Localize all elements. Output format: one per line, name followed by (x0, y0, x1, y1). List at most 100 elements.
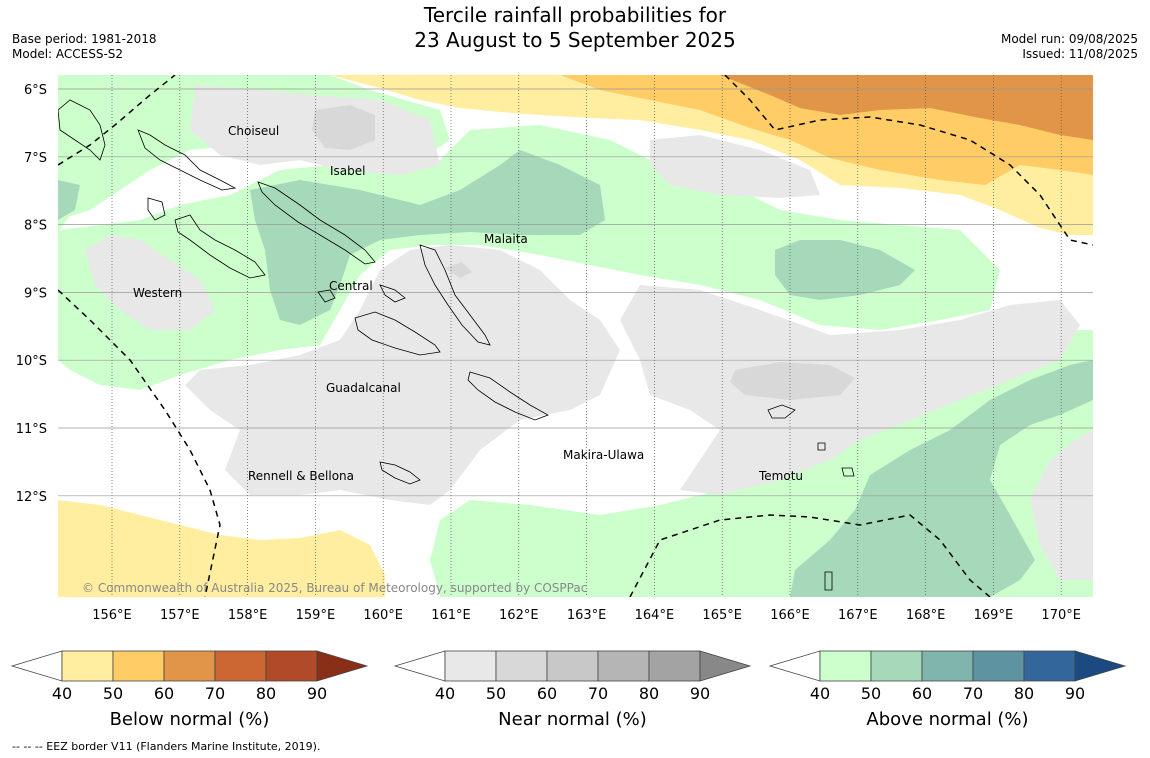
latitude-labels: 6°S 7°S 8°S 9°S 10°S 11°S 12°S (16, 83, 47, 505)
label-makira: Makira-Ulawa (563, 448, 644, 462)
legend-high-triangle (316, 650, 369, 682)
legends: 40 50 60 70 80 90 Below normal (%) 40 50 60 70 80 90… (10, 650, 1127, 730)
region-labels: Choiseul Isabel Malaita Western Central … (133, 124, 803, 483)
legend-tick: 40 (810, 684, 830, 703)
malaita-coast (419, 244, 491, 346)
legend-swatch (597, 650, 650, 682)
near-normal-50-north (312, 105, 375, 150)
legend-2: 40 50 60 70 80 90 Near normal (%) (393, 650, 752, 730)
lon-label: 169°E (974, 608, 1014, 623)
legend-swatch (1023, 650, 1076, 682)
legend-title: Above normal (%) (866, 709, 1028, 730)
lon-label: 158°E (228, 608, 268, 623)
legend-tick: 60 (912, 684, 932, 703)
legend-title: Near normal (%) (498, 709, 647, 730)
above-normal-50-nw (58, 180, 80, 220)
model-run-text: Model run: 09/08/2025 (1000, 32, 1138, 46)
legend-tick: 70 (588, 684, 608, 703)
legend-title: Below normal (%) (110, 709, 270, 730)
legend-tick: 90 (690, 684, 710, 703)
legend-tick: 40 (435, 684, 455, 703)
label-rennell: Rennell & Bellona (248, 469, 354, 483)
legend-swatch (648, 650, 701, 682)
below-normal-60-north (720, 75, 1093, 140)
lat-label: 9°S (24, 286, 47, 301)
rennell-coast (379, 461, 421, 485)
central-islands-coast (317, 284, 406, 303)
legend-3: 40 50 60 70 80 90 Above normal (%) (768, 650, 1127, 730)
lon-label: 160°E (363, 608, 403, 623)
near-normal-40-northeast (650, 135, 820, 198)
eez-border-north-east (724, 75, 1093, 246)
temotu-islet-1 (817, 442, 826, 451)
lon-label: 166°E (770, 608, 810, 623)
legend-low-triangle (10, 650, 63, 682)
above-normal-50-east (775, 240, 915, 300)
eez-border-south (629, 514, 991, 597)
model-text: Model: ACCESS-S2 (12, 47, 124, 61)
eez-footnote: -- -- -- EEZ border V11 (Flanders Marine… (12, 740, 321, 753)
title-line-2: 23 August to 5 September 2025 (414, 28, 736, 52)
makira-coast (467, 371, 549, 421)
coastlines (58, 99, 855, 591)
near-normal-50-small (445, 262, 472, 278)
base-period-text: Base period: 1981-2018 (12, 32, 157, 46)
legend-tick: 90 (1065, 684, 1085, 703)
legend-tick: 50 (103, 684, 123, 703)
map-area: Choiseul Isabel Malaita Western Central … (58, 75, 1093, 597)
lon-label: 161°E (431, 608, 471, 623)
label-western: Western (133, 286, 182, 300)
legend-swatch (921, 650, 974, 682)
legend-tick: 70 (205, 684, 225, 703)
lon-label: 159°E (296, 608, 336, 623)
legend-tick: 80 (256, 684, 276, 703)
legend-swatch (112, 650, 165, 682)
lat-label: 8°S (24, 219, 47, 234)
bougainville-coast (58, 99, 106, 161)
temotu-islet-3 (824, 571, 833, 591)
legend-tick: 80 (639, 684, 659, 703)
isabel-coast (257, 181, 376, 265)
choiseul-coast (137, 129, 237, 191)
legend-swatch (870, 650, 923, 682)
temotu-islet-2 (841, 467, 855, 477)
lat-label: 12°S (16, 490, 47, 505)
issued-text: Issued: 11/08/2025 (1022, 47, 1138, 61)
label-choiseul: Choiseul (228, 124, 279, 138)
label-isabel: Isabel (330, 164, 365, 178)
eez-border-northwest (58, 75, 176, 166)
legend-high-triangle (1074, 650, 1127, 682)
legend-1: 40 50 60 70 80 90 Below normal (%) (10, 650, 369, 730)
legend-low-triangle (393, 650, 446, 682)
lat-label: 10°S (16, 354, 47, 369)
santa-cruz-coast (767, 404, 796, 419)
legend-swatch (61, 650, 114, 682)
lat-label: 7°S (24, 151, 47, 166)
near-normal-50-east (730, 362, 855, 400)
new-georgia-coast (147, 197, 266, 279)
legend-swatch (972, 650, 1025, 682)
legend-tick: 50 (486, 684, 506, 703)
legend-swatch (819, 650, 872, 682)
legend-swatch (546, 650, 599, 682)
legend-swatch (214, 650, 267, 682)
legend-low-triangle (768, 650, 821, 682)
label-guadalcanal: Guadalcanal (326, 381, 401, 395)
legend-tick: 50 (861, 684, 881, 703)
lon-label: 157°E (160, 608, 200, 623)
legend-swatch (163, 650, 216, 682)
lon-label: 156°E (92, 608, 132, 623)
lon-label: 163°E (567, 608, 607, 623)
map-title: Tercile rainfall probabilities for 23 Au… (0, 3, 1150, 53)
above-normal-50-southeast (790, 360, 1093, 597)
lon-label: 162°E (499, 608, 539, 623)
lon-label: 167°E (838, 608, 878, 623)
legend-tick: 40 (52, 684, 72, 703)
model-info: Base period: 1981-2018 Model: ACCESS-S2 (12, 32, 157, 62)
run-info: Model run: 09/08/2025 Issued: 11/08/2025 (1001, 32, 1138, 62)
lon-label: 168°E (906, 608, 946, 623)
legend-tick: 70 (963, 684, 983, 703)
label-central: Central (329, 279, 373, 293)
legend-high-triangle (699, 650, 752, 682)
